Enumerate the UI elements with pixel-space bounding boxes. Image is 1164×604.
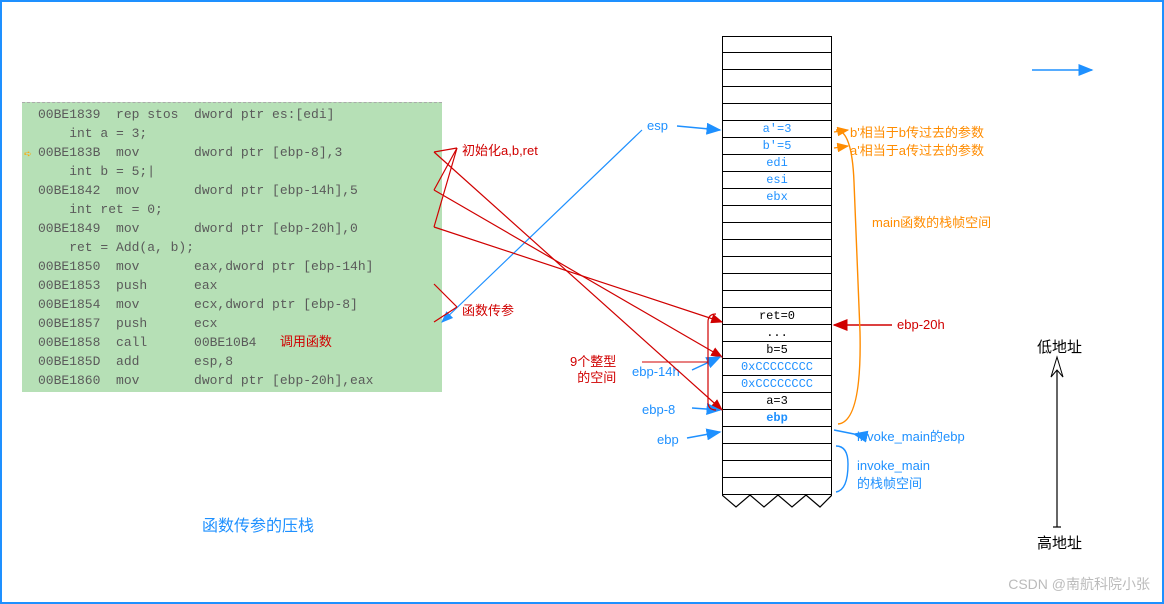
disasm-row: 00BE1857 push ecx: [38, 314, 438, 333]
stack-cell: [722, 87, 832, 104]
disasm-row: 00BE1860 mov dword ptr [ebp-20h],eax: [38, 371, 438, 390]
label-high-addr: 高地址: [1037, 532, 1082, 553]
disasm-row: 00BE1842 mov dword ptr [ebp-14h],5: [38, 181, 438, 200]
stack-cell: [722, 461, 832, 478]
stack-zigzag: [722, 495, 832, 511]
label-nine: 9个整型 的空间: [570, 354, 616, 386]
stack-cell: ebx: [722, 189, 832, 206]
stack-cell: b=5: [722, 342, 832, 359]
stack-cell: a'=3: [722, 121, 832, 138]
disasm-row: int a = 3;: [38, 124, 438, 143]
label-invoke-frame: invoke_main 的栈帧空间: [857, 457, 930, 493]
stack-cell: [722, 206, 832, 223]
stack-cell: [722, 257, 832, 274]
stack-cell: edi: [722, 155, 832, 172]
stack-cell: [722, 53, 832, 70]
disasm-row: ➪00BE183B mov dword ptr [ebp-8],3: [38, 143, 438, 162]
stack-cell: 0xCCCCCCCC: [722, 359, 832, 376]
disasm-row: 00BE1853 push eax: [38, 276, 438, 295]
stack-cell: 0xCCCCCCCC: [722, 376, 832, 393]
stack-cell: [722, 291, 832, 308]
disasm-row: 00BE1858 call 00BE10B4 调用函数: [38, 333, 438, 352]
label-ebp: ebp: [657, 432, 679, 447]
stack-cell: [722, 240, 832, 257]
label-passarg: 函数传参: [462, 300, 514, 319]
label-low-addr: 低地址: [1037, 336, 1082, 357]
disasm-row: ret = Add(a, b);: [38, 238, 438, 257]
stack-cell: a=3: [722, 393, 832, 410]
stack-cell: [722, 478, 832, 495]
stack-cell: ebp: [722, 410, 832, 427]
label-a-note: a'相当于a传过去的参数: [850, 140, 984, 159]
label-ebp14: ebp-14h: [632, 364, 680, 379]
label-mainframe: main函数的栈帧空间: [872, 212, 991, 231]
disasm-row: 00BE185D add esp,8: [38, 352, 438, 371]
disassembly-block: 00BE1839 rep stos dword ptr es:[edi] int…: [22, 102, 442, 392]
current-line-marker: ➪: [24, 145, 32, 164]
disasm-row: int ret = 0;: [38, 200, 438, 219]
stack-cell: [722, 70, 832, 87]
disasm-row: 00BE1839 rep stos dword ptr es:[edi]: [38, 105, 438, 124]
label-ebp8: ebp-8: [642, 402, 675, 417]
label-esp: esp: [647, 118, 668, 133]
stack-cell: b'=5: [722, 138, 832, 155]
stack-cell: ...: [722, 325, 832, 342]
stack-cell: [722, 274, 832, 291]
stack-cell: [722, 427, 832, 444]
label-ebp20: ebp-20h: [897, 317, 945, 332]
disasm-row: 00BE1850 mov eax,dword ptr [ebp-14h]: [38, 257, 438, 276]
caption: 函数传参的压栈: [202, 512, 314, 536]
disasm-row: 00BE1854 mov ecx,dword ptr [ebp-8]: [38, 295, 438, 314]
stack-column: a'=3b'=5ediesiebxret=0...b=50xCCCCCCCC0x…: [722, 36, 832, 511]
stack-cell: esi: [722, 172, 832, 189]
stack-cell: ret=0: [722, 308, 832, 325]
stack-cell: [722, 444, 832, 461]
label-invoke-ebp: invoke_main的ebp: [857, 426, 965, 445]
disasm-row: 00BE1849 mov dword ptr [ebp-20h],0: [38, 219, 438, 238]
disasm-row: int b = 5;|: [38, 162, 438, 181]
watermark: CSDN @南航科院小张: [1008, 574, 1150, 594]
inline-annotation: 调用函数: [256, 335, 331, 350]
label-init: 初始化a,b,ret: [462, 140, 538, 159]
stack-cell: [722, 104, 832, 121]
diagram-frame: 00BE1839 rep stos dword ptr es:[edi] int…: [0, 0, 1164, 604]
stack-cell: [722, 223, 832, 240]
stack-cell: [722, 36, 832, 53]
label-b-note: b'相当于b传过去的参数: [850, 122, 984, 141]
